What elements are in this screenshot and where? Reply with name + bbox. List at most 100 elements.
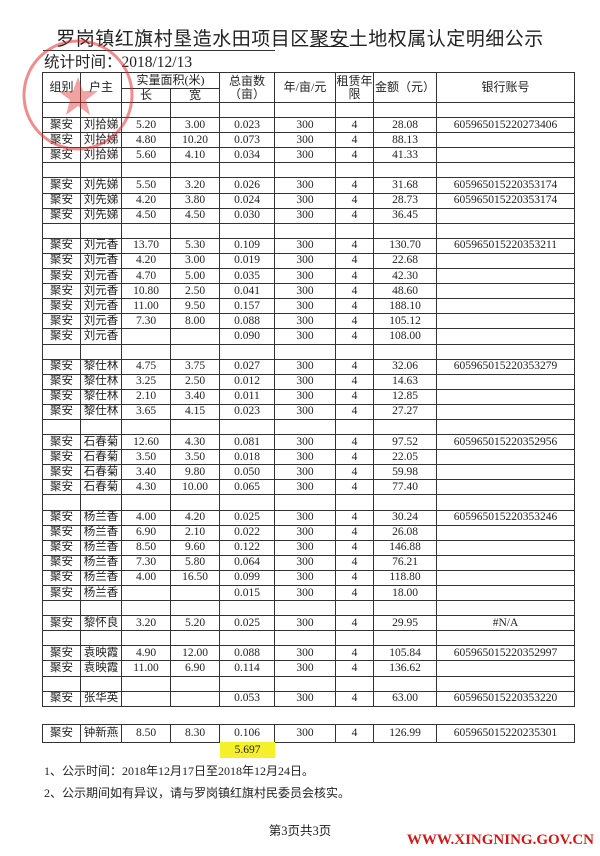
cell-width: 3.40 xyxy=(170,388,220,405)
cell-term: 4 xyxy=(335,724,374,743)
cell-length: 4.80 xyxy=(121,132,171,149)
cell-mu: 0.088 xyxy=(219,645,275,662)
cell-bank xyxy=(436,554,575,571)
cell-group: 聚安 xyxy=(42,615,81,632)
cell-amount: 26.08 xyxy=(373,524,437,541)
cell-term: 4 xyxy=(335,690,374,707)
cell-width xyxy=(170,675,220,692)
cell-length: 4.90 xyxy=(121,645,171,662)
cell-owner: 刘拾娣 xyxy=(80,147,122,164)
cell-length: 4.70 xyxy=(121,268,171,285)
cell-length: 4.30 xyxy=(121,479,171,496)
header-amount: 金额（元） xyxy=(373,72,437,103)
cell-width: 3.20 xyxy=(170,177,220,194)
cell-owner: 杨兰香 xyxy=(80,569,122,587)
cell-bank: 605965015220352997 xyxy=(436,645,575,662)
cell-mu: 0.050 xyxy=(219,464,275,481)
cell-width: 12.00 xyxy=(170,645,220,662)
cell-term xyxy=(335,494,374,511)
cell-width: 2.50 xyxy=(170,373,220,390)
cell-length: 10.80 xyxy=(121,283,171,300)
cell-owner: 石春菊 xyxy=(80,434,122,451)
cell-owner: 石春菊 xyxy=(80,479,122,496)
cell-rate xyxy=(274,343,336,360)
cell-bank: 605965015220353211 xyxy=(436,237,575,254)
cell-amount: 146.88 xyxy=(373,539,437,556)
cell-mu: 0.023 xyxy=(219,117,275,134)
cell-width: 9.80 xyxy=(170,464,220,481)
cell-term: 4 xyxy=(335,298,374,315)
blank-row xyxy=(42,494,575,511)
cell-amount: 108.00 xyxy=(373,328,437,345)
cell-width xyxy=(170,418,220,436)
cell-rate: 300 xyxy=(274,434,336,451)
cell-owner: 黎仕林 xyxy=(80,388,122,405)
note-2: 2、公示期间如有异议，请与罗岗镇红旗村民委员会核实。 xyxy=(44,786,351,800)
cell-rate: 300 xyxy=(274,660,336,677)
cell-length: 11.00 xyxy=(121,298,171,315)
cell-group: 聚安 xyxy=(42,192,81,209)
cell-amount xyxy=(373,494,437,511)
cell-group: 聚安 xyxy=(42,690,81,707)
cell-mu xyxy=(219,222,275,239)
cell-owner xyxy=(80,418,122,436)
cell-mu: 0.035 xyxy=(219,268,275,285)
cell-group: 聚安 xyxy=(42,298,81,315)
cell-length: 8.50 xyxy=(121,724,171,743)
cell-bank xyxy=(436,283,575,300)
cell-amount: 136.62 xyxy=(373,660,437,677)
cell-bank xyxy=(436,569,575,587)
cell-group xyxy=(42,101,81,119)
blank-row xyxy=(42,600,575,617)
cell-amount: 30.24 xyxy=(373,509,437,526)
cell-bank xyxy=(436,388,575,405)
cell-length xyxy=(121,675,171,692)
cell-term: 4 xyxy=(335,539,374,556)
cell-rate: 300 xyxy=(274,252,336,270)
table-row: 聚安 刘拾娣 5.20 3.00 0.023 300 4 28.08 6059650152202… xyxy=(42,117,575,134)
cell-mu: 0.122 xyxy=(219,539,275,556)
cell-group: 聚安 xyxy=(42,328,81,345)
table-row: 聚安 刘元香 0.090 300 4 108.00 xyxy=(42,328,575,345)
cell-group: 聚安 xyxy=(42,268,81,285)
cell-mu: 0.099 xyxy=(219,569,275,587)
cell-width xyxy=(170,600,220,617)
cell-group: 聚安 xyxy=(42,724,81,743)
cell-term: 4 xyxy=(335,207,374,224)
cell-group: 聚安 xyxy=(42,207,81,224)
cell-length: 4.20 xyxy=(121,192,171,209)
cell-mu: 0.088 xyxy=(219,313,275,330)
table-row: 聚安 石春菊 4.30 10.00 0.065 300 4 77.40 xyxy=(42,479,575,496)
cell-rate: 300 xyxy=(274,645,336,662)
cell-bank xyxy=(436,222,575,239)
cell-length: 4.75 xyxy=(121,358,171,375)
cell-term xyxy=(335,418,374,436)
cell-mu: 0.090 xyxy=(219,328,275,345)
cell-mu: 0.019 xyxy=(219,252,275,270)
cell-mu xyxy=(219,101,275,119)
cell-length: 5.60 xyxy=(121,147,171,164)
cell-term: 4 xyxy=(335,479,374,496)
cell-amount: 41.33 xyxy=(373,147,437,164)
cell-term: 4 xyxy=(335,268,374,285)
cell-rate: 300 xyxy=(274,283,336,300)
cell-rate: 300 xyxy=(274,192,336,209)
cell-amount: 105.84 xyxy=(373,645,437,662)
cell-amount: 28.73 xyxy=(373,192,437,209)
cell-term xyxy=(335,630,374,647)
cell-rate: 300 xyxy=(274,358,336,375)
cell-bank: 605965015220353220 xyxy=(436,690,575,707)
cell-owner: 杨兰香 xyxy=(80,554,122,571)
cell-amount: 126.99 xyxy=(373,724,437,743)
cell-bank xyxy=(436,418,575,436)
cell-width: 3.50 xyxy=(170,449,220,466)
cell-rate xyxy=(274,101,336,119)
table-row: 聚安 刘拾娣 5.60 4.10 0.034 300 4 41.33 xyxy=(42,147,575,164)
cell-mu xyxy=(219,162,275,179)
table-row: 聚安 刘先娣 4.50 4.50 0.030 300 4 36.45 xyxy=(42,207,575,224)
header-mu: 总亩数（亩） xyxy=(219,72,275,103)
cell-width: 10.20 xyxy=(170,132,220,149)
cell-width: 8.30 xyxy=(170,724,220,743)
title-suffix: 土地权属认定明细公示 xyxy=(348,29,544,50)
cell-bank xyxy=(436,449,575,466)
